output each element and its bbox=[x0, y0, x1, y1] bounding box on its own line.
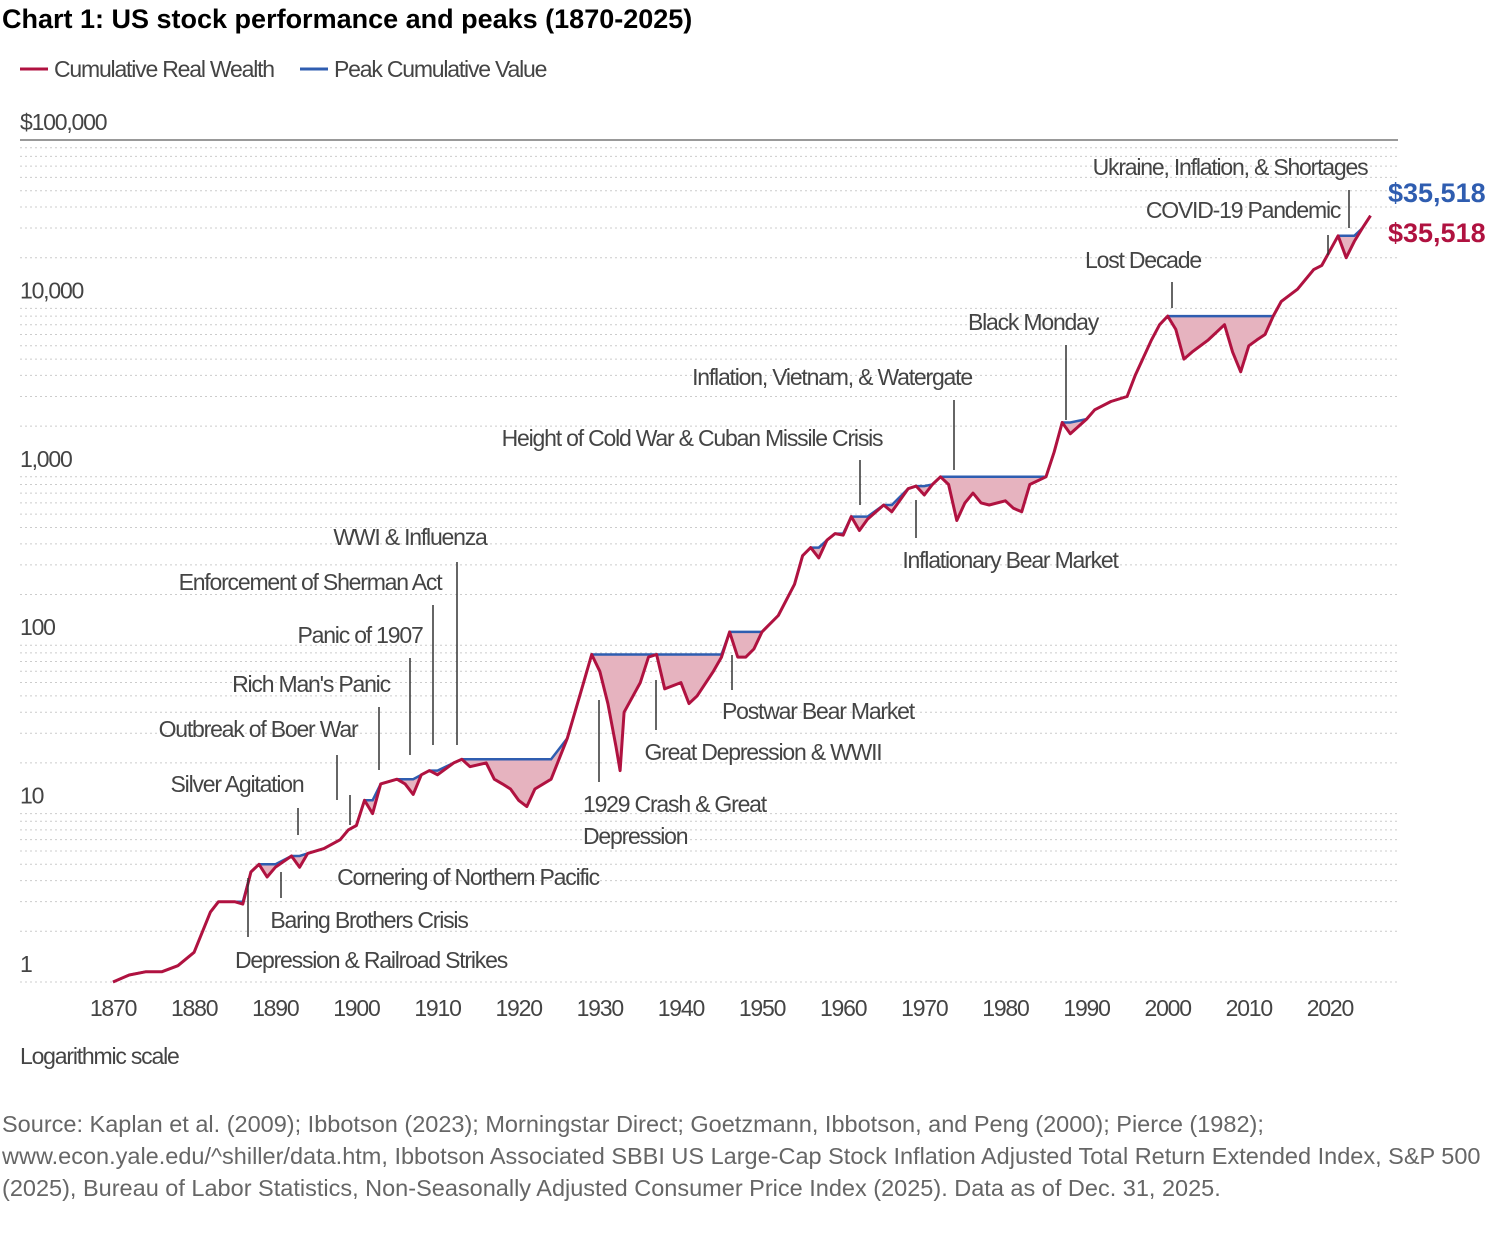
annotation-label: COVID-19 Pandemic bbox=[1146, 197, 1341, 223]
y-tick-label: 1,000 bbox=[20, 446, 72, 472]
annotation-label: Great Depression & WWII bbox=[645, 739, 882, 765]
annotation-label: Silver Agitation bbox=[171, 771, 304, 797]
y-tick-label: 10,000 bbox=[20, 277, 84, 303]
y-tick-label: 100 bbox=[20, 614, 55, 640]
x-tick-label: 1890 bbox=[252, 995, 299, 1021]
end-label-peak: $35,518 bbox=[1388, 178, 1486, 208]
annotation-label: WWI & Influenza bbox=[333, 524, 488, 550]
source-note: Source: Kaplan et al. (2009); Ibbotson (… bbox=[2, 1111, 1481, 1201]
legend-wealth-label: Cumulative Real Wealth bbox=[54, 56, 274, 82]
annotation-label: Height of Cold War & Cuban Missile Crisi… bbox=[502, 425, 883, 451]
annotation-label: Ukraine, Inflation, & Shortages bbox=[1093, 154, 1368, 180]
annotation-label: Depression bbox=[583, 823, 688, 849]
x-tick-label: 1980 bbox=[982, 995, 1029, 1021]
annotation-label: 1929 Crash & Great bbox=[583, 791, 768, 817]
x-tick-label: 1970 bbox=[901, 995, 948, 1021]
x-tick-label: 1870 bbox=[90, 995, 137, 1021]
wealth-line bbox=[112, 214, 1372, 984]
legend: Cumulative Real Wealth Peak Cumulative V… bbox=[20, 56, 548, 82]
annotation-label: Lost Decade bbox=[1085, 247, 1201, 273]
x-tick-label: 1950 bbox=[739, 995, 786, 1021]
annotation-label: Panic of 1907 bbox=[297, 622, 422, 648]
annotation-label: Black Monday bbox=[968, 309, 1100, 335]
x-tick-label: 2000 bbox=[1145, 995, 1192, 1021]
scale-note: Logarithmic scale bbox=[20, 1043, 179, 1069]
x-tick-label: 1960 bbox=[820, 995, 867, 1021]
x-tick-label: 1940 bbox=[658, 995, 705, 1021]
chart-title: Chart 1: US stock performance and peaks … bbox=[2, 4, 693, 34]
annotation-label: Rich Man's Panic bbox=[232, 671, 390, 697]
legend-peak-label: Peak Cumulative Value bbox=[334, 56, 547, 82]
x-tick-label: 1990 bbox=[1063, 995, 1110, 1021]
x-tick-label: 2020 bbox=[1307, 995, 1354, 1021]
annotation-label: Postwar Bear Market bbox=[722, 698, 916, 724]
y-tick-label: $100,000 bbox=[20, 109, 107, 135]
annotation-label: Baring Brothers Crisis bbox=[270, 907, 468, 933]
chart: Cumulative Real Wealth Peak Cumulative V… bbox=[20, 56, 1486, 1069]
x-tick-label: 1910 bbox=[414, 995, 461, 1021]
x-tick-label: 1920 bbox=[495, 995, 542, 1021]
annotation-label: Depression & Railroad Strikes bbox=[235, 947, 508, 973]
x-tick-label: 1880 bbox=[171, 995, 218, 1021]
x-tick-label: 2010 bbox=[1226, 995, 1273, 1021]
annotation-label: Outbreak of Boer War bbox=[159, 716, 359, 742]
annotation-label: Inflation, Vietnam, & Watergate bbox=[692, 364, 972, 390]
drawdown-area bbox=[113, 215, 1371, 982]
end-label-wealth: $35,518 bbox=[1388, 218, 1486, 248]
y-tick-label: 10 bbox=[20, 783, 44, 809]
x-tick-label: 1930 bbox=[577, 995, 624, 1021]
y-tick-label: 1 bbox=[20, 951, 32, 977]
annotation-label: Inflationary Bear Market bbox=[902, 547, 1119, 573]
x-tick-label: 1900 bbox=[333, 995, 380, 1021]
annotation-label: Enforcement of Sherman Act bbox=[179, 569, 444, 595]
annotation-label: Cornering of Northern Pacific bbox=[337, 864, 599, 890]
